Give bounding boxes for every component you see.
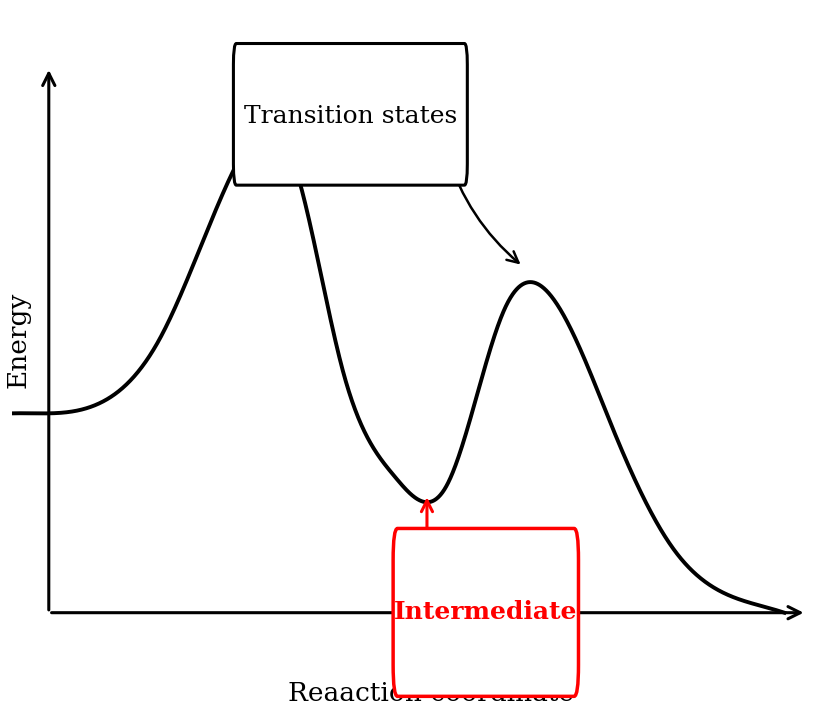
FancyBboxPatch shape xyxy=(393,528,579,696)
Text: Intermediate: Intermediate xyxy=(394,600,578,625)
FancyBboxPatch shape xyxy=(234,44,467,185)
Text: Transition states: Transition states xyxy=(244,105,457,128)
Text: Reaaction coordinate: Reaaction coordinate xyxy=(288,681,575,706)
Text: Energy: Energy xyxy=(5,292,30,388)
